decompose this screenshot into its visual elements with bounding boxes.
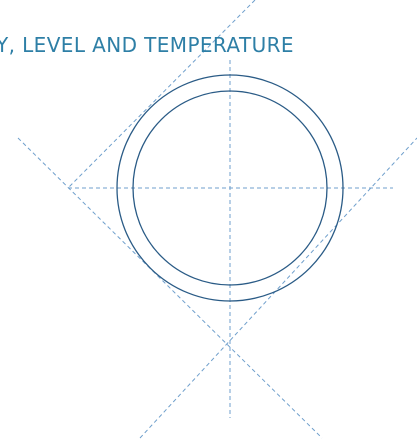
inner-pipe-circle bbox=[132, 90, 328, 286]
outer-pipe-circle bbox=[116, 74, 344, 302]
diagonal-line-lower-left-to-upper-right bbox=[139, 137, 417, 439]
construction-lines bbox=[17, 0, 417, 439]
diagonal-line-upper-right bbox=[67, 0, 256, 189]
diagonal-line-upper-left-to-lower-right bbox=[17, 137, 323, 439]
page-heading: Y, LEVEL AND TEMPERATURE bbox=[0, 33, 294, 57]
